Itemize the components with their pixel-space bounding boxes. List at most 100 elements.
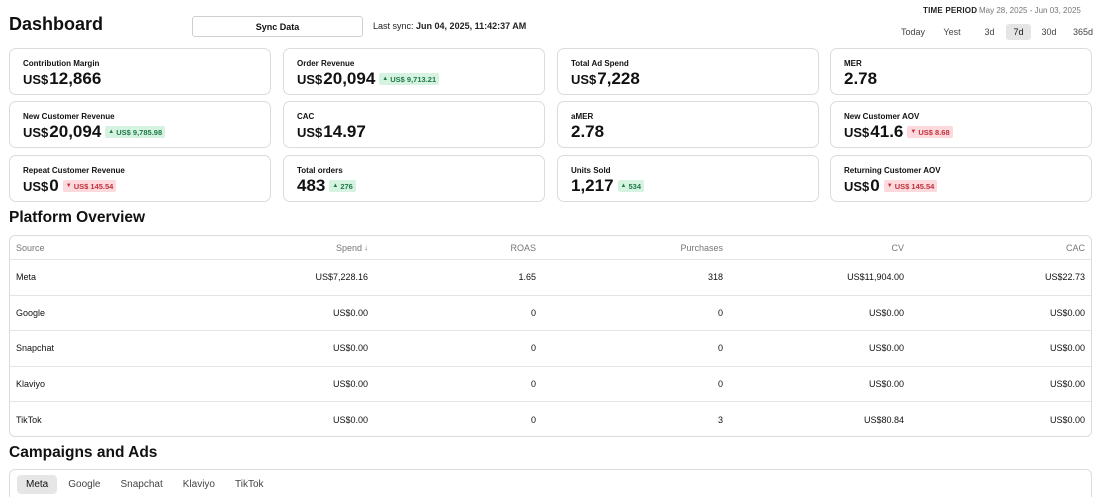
period-tab-7d[interactable]: 7d: [1006, 24, 1031, 40]
metric-change-value: US$ 145.54: [894, 181, 935, 191]
metric-card: MER 2.78: [830, 48, 1092, 95]
metric-value-wrap: 483 ▲ 276: [297, 176, 356, 196]
period-tab-today[interactable]: Today: [900, 27, 926, 37]
metric-value-wrap: US$ 0 ▼ US$ 145.54: [23, 176, 117, 196]
table-row[interactable]: Meta US$7,228.16 1.65 318 US$11,904.00 US$22.…: [10, 260, 1091, 296]
cell-roas: 0: [530, 307, 536, 318]
table-row[interactable]: Google US$0.00 0 0 US$0.00 US$0.00: [10, 296, 1091, 331]
metric-currency: US$: [23, 124, 49, 140]
metric-label: Order Revenue: [297, 59, 355, 68]
cell-cv: US$80.84: [863, 414, 904, 425]
metric-change-badge: ▲ 534: [617, 180, 645, 192]
col-header-purchases[interactable]: Purchases: [680, 242, 723, 253]
time-period-range[interactable]: May 28, 2025 - Jun 03, 2025: [979, 6, 1081, 15]
metric-value-wrap: 2.78: [571, 122, 604, 142]
period-tab-30d[interactable]: 30d: [1041, 27, 1057, 37]
change-arrow-icon: ▲: [108, 129, 115, 135]
metric-value: 1,217: [571, 176, 614, 195]
campaign-tab-meta[interactable]: Meta: [17, 475, 58, 494]
col-header-cv[interactable]: CV: [891, 242, 904, 253]
cell-purchases: 0: [717, 307, 723, 318]
metric-change-value: US$ 8.68: [918, 127, 950, 137]
metric-currency: US$: [844, 178, 870, 194]
metric-change-badge: ▲ US$ 9,785.98: [105, 126, 166, 138]
metric-card: Units Sold 1,217 ▲ 534: [557, 155, 819, 202]
metric-change-badge: ▼ US$ 8.68: [907, 126, 953, 138]
period-tab-yesterday[interactable]: Yest: [943, 27, 961, 37]
metric-value: 20,094: [49, 122, 102, 141]
cell-purchases: 3: [717, 414, 723, 425]
campaign-tab-klaviyo[interactable]: Klaviyo: [182, 479, 215, 490]
metric-currency: US$: [297, 124, 323, 140]
metric-value: 2.78: [571, 122, 605, 141]
table-row[interactable]: Klaviyo US$0.00 0 0 US$0.00 US$0.00: [10, 367, 1091, 402]
sync-data-button[interactable]: Sync Data: [192, 16, 363, 37]
change-arrow-icon: ▼: [65, 183, 72, 189]
cell-spend: US$0.00: [332, 378, 368, 389]
cell-spend: US$0.00: [332, 343, 368, 354]
platform-overview-table: Source Spend ↓ ROAS Purchases CV CAC Met…: [9, 235, 1092, 437]
cell-cac: US$0.00: [1049, 307, 1085, 318]
campaigns-title: Campaigns and Ads: [9, 444, 158, 461]
metric-value-wrap: US$ 7,228: [571, 69, 640, 89]
metric-value: 14.97: [323, 122, 366, 141]
cell-roas: 1.65: [518, 272, 536, 283]
table-row[interactable]: Snapchat US$0.00 0 0 US$0.00 US$0.00: [10, 331, 1091, 367]
metric-change-value: US$ 9,713.21: [390, 74, 437, 84]
cell-cv: US$0.00: [868, 307, 904, 318]
metric-currency: US$: [23, 71, 49, 87]
metric-currency: US$: [23, 178, 49, 194]
period-tabs: Today Yest 3d 7d 30d 365d: [895, 24, 1101, 40]
metric-label: Repeat Customer Revenue: [23, 166, 125, 175]
col-header-spend-label: Spend: [335, 242, 362, 253]
metric-card: Repeat Customer Revenue US$ 0 ▼ US$ 145.54: [9, 155, 271, 202]
col-header-cac[interactable]: CAC: [1065, 242, 1085, 253]
platform-overview-title: Platform Overview: [9, 209, 146, 226]
cell-spend: US$7,228.16: [315, 272, 368, 283]
metric-value: 0: [49, 176, 59, 195]
cell-source: Google: [16, 307, 46, 318]
cell-cac: US$0.00: [1049, 343, 1085, 354]
col-header-source[interactable]: Source: [16, 242, 45, 253]
campaign-tab-snapchat[interactable]: Snapchat: [120, 479, 163, 490]
metric-card: Order Revenue US$ 20,094 ▲ US$ 9,713.21: [283, 48, 545, 95]
cell-source: TikTok: [16, 414, 42, 425]
metric-value-wrap: US$ 12,866: [23, 69, 101, 89]
cell-cv: US$0.00: [868, 343, 904, 354]
metric-value: 41.6: [870, 122, 904, 141]
change-arrow-icon: ▼: [886, 183, 893, 189]
metric-label: Total orders: [297, 166, 343, 175]
campaign-tab-tiktok[interactable]: TikTok: [235, 479, 264, 490]
cell-cac: US$0.00: [1049, 378, 1085, 389]
metric-card: CAC US$ 14.97: [283, 101, 545, 148]
cell-purchases: 0: [717, 343, 723, 354]
cell-spend: US$0.00: [332, 414, 368, 425]
metric-value-wrap: US$ 20,094 ▲ US$ 9,785.98: [23, 122, 166, 142]
metric-label: New Customer AOV: [844, 112, 920, 121]
campaign-tab-google[interactable]: Google: [68, 479, 101, 490]
metric-label: Contribution Margin: [23, 59, 100, 68]
period-tab-365d[interactable]: 365d: [1072, 27, 1094, 37]
col-header-spend[interactable]: Spend ↓: [336, 236, 368, 259]
metric-card: Returning Customer AOV US$ 0 ▼ US$ 145.54: [830, 155, 1092, 202]
change-arrow-icon: ▲: [620, 183, 627, 189]
metric-currency: US$: [844, 124, 870, 140]
cell-spend: US$0.00: [332, 307, 368, 318]
campaigns-panel: Meta Google Snapchat Klaviyo TikTok: [9, 469, 1092, 497]
metric-value-wrap: 1,217 ▲ 534: [571, 176, 645, 196]
last-sync-value: Jun 04, 2025, 11:42:37 AM: [416, 21, 527, 31]
metric-label: MER: [844, 59, 862, 68]
cell-roas: 0: [530, 414, 536, 425]
cell-cac: US$0.00: [1049, 414, 1085, 425]
col-header-roas[interactable]: ROAS: [510, 242, 536, 253]
metric-card: New Customer AOV US$ 41.6 ▼ US$ 8.68: [830, 101, 1092, 148]
metric-currency: US$: [571, 71, 597, 87]
metric-label: CAC: [297, 112, 315, 121]
metric-value: 2.78: [844, 69, 878, 88]
table-row[interactable]: TikTok US$0.00 0 3 US$80.84 US$0.00: [10, 402, 1091, 436]
metric-card: Total Ad Spend US$ 7,228: [557, 48, 819, 95]
period-tab-3d[interactable]: 3d: [984, 27, 995, 37]
cell-purchases: 0: [717, 378, 723, 389]
metric-value: 20,094: [323, 69, 376, 88]
cell-source: Meta: [16, 272, 37, 283]
